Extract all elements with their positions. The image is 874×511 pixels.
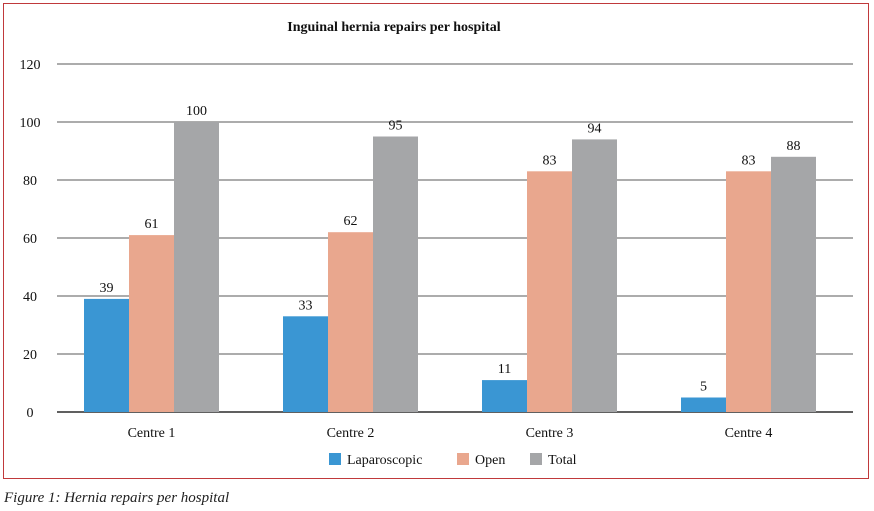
data-label: 88 bbox=[787, 139, 801, 154]
chart-frame bbox=[3, 3, 869, 479]
x-tick-label: Centre 1 bbox=[128, 426, 176, 441]
data-label: 5 bbox=[700, 380, 707, 395]
bar-laparoscopic bbox=[84, 298, 129, 412]
data-label: 94 bbox=[588, 121, 602, 136]
bar-open bbox=[726, 171, 771, 412]
y-tick-label: 60 bbox=[23, 232, 37, 247]
data-label: 100 bbox=[186, 104, 207, 119]
bar-total bbox=[174, 122, 219, 412]
bar-laparoscopic bbox=[283, 316, 328, 412]
bar-total bbox=[771, 156, 816, 412]
bar-open bbox=[527, 171, 572, 412]
data-label: 83 bbox=[543, 153, 557, 168]
bar-total bbox=[373, 136, 418, 412]
data-label: 83 bbox=[742, 153, 756, 168]
bar-laparoscopic bbox=[681, 397, 726, 412]
x-tick-label: Centre 3 bbox=[526, 426, 574, 441]
legend-label: Open bbox=[475, 453, 505, 468]
data-label: 39 bbox=[100, 281, 114, 296]
legend-label: Total bbox=[548, 453, 577, 468]
y-tick-label: 80 bbox=[23, 174, 37, 189]
y-tick-label: 0 bbox=[27, 406, 34, 421]
data-label: 62 bbox=[344, 214, 358, 229]
x-tick-label: Centre 4 bbox=[725, 426, 773, 441]
y-tick-label: 20 bbox=[23, 348, 37, 363]
bar-open bbox=[129, 235, 174, 412]
legend-label: Laparoscopic bbox=[347, 453, 422, 468]
bar-chart: Inguinal hernia repairs per hospital 0 20… bbox=[20, 20, 853, 468]
data-label: 11 bbox=[498, 362, 511, 377]
legend-swatch-total bbox=[530, 453, 542, 465]
legend-swatch-laparoscopic bbox=[329, 453, 341, 465]
bar-total bbox=[572, 139, 617, 412]
y-tick-label: 120 bbox=[20, 58, 41, 73]
data-label: 61 bbox=[145, 217, 159, 232]
chart-title: Inguinal hernia repairs per hospital bbox=[287, 20, 501, 35]
y-tick-label: 100 bbox=[20, 116, 41, 131]
figure-caption: Figure 1: Hernia repairs per hospital bbox=[4, 490, 230, 506]
x-tick-label: Centre 2 bbox=[327, 426, 375, 441]
bar-laparoscopic bbox=[482, 380, 527, 412]
data-label: 95 bbox=[389, 119, 403, 134]
y-tick-label: 40 bbox=[23, 290, 37, 305]
legend-swatch-open bbox=[457, 453, 469, 465]
bar-open bbox=[328, 232, 373, 412]
data-label: 33 bbox=[299, 298, 313, 313]
